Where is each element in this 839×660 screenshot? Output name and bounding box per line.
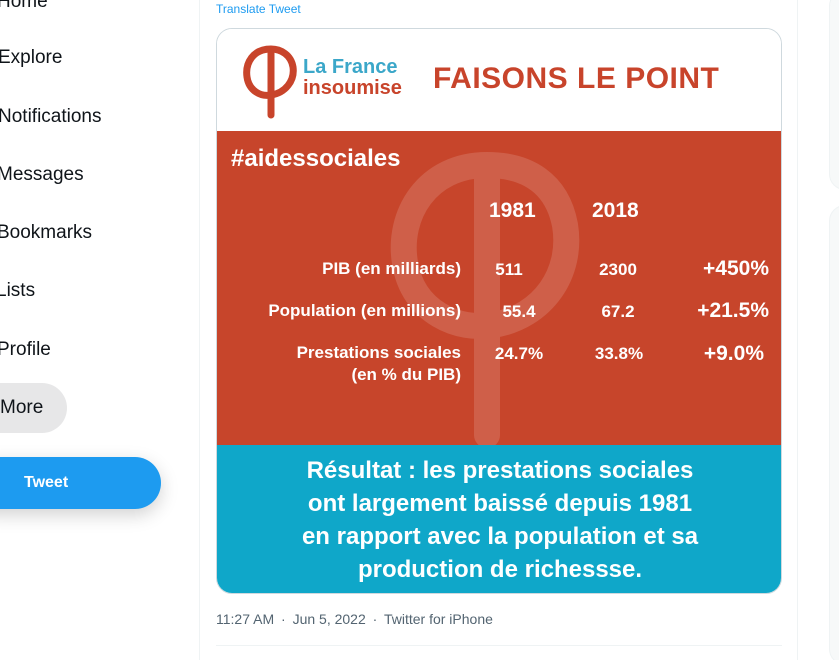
separator-dot: ·: [372, 611, 378, 627]
result-text: Résultat : les prestations sociales ont …: [230, 454, 770, 586]
value-pib-1981: 511: [495, 260, 523, 279]
year-header-2018: 2018: [592, 199, 639, 222]
sidebar-item-label: Bookmarks: [0, 222, 93, 243]
result-panel: Résultat : les prestations sociales ont …: [217, 445, 781, 593]
translate-tweet-link[interactable]: Translate Tweet: [216, 2, 301, 16]
sidebar-item-label: Notifications: [0, 106, 102, 127]
year-header-1981: 1981: [489, 199, 536, 222]
value-prestations-1981: 24.7%: [494, 344, 544, 363]
sidebar-item-label: Profile: [0, 339, 51, 360]
sidebar-nav: Home Explore Notifications Messages Book…: [0, 0, 200, 660]
sidebar-item-notifications[interactable]: Notifications: [0, 97, 102, 137]
sidebar-item-bookmarks[interactable]: Bookmarks: [0, 213, 92, 253]
right-panel-card: [829, 0, 839, 190]
tweet-time[interactable]: 11:27 AM: [216, 611, 275, 627]
change-prestations: +9.0%: [703, 342, 764, 365]
result-line: en rapport avec la population et sa: [301, 523, 699, 550]
result-line: production de richessse.: [357, 556, 643, 583]
background-phi-icon: [390, 151, 580, 445]
stats-panel: #aidessociales 1981 2018 PIB (en milliar…: [217, 131, 781, 445]
row-label-prestations-line2: (en % du PIB): [351, 365, 461, 384]
sidebar-item-label: Messages: [0, 164, 84, 185]
logo-text-la-france: La France: [303, 56, 398, 78]
row-label-population: Population (en millions): [268, 301, 461, 320]
sidebar-item-label: Lists: [0, 280, 36, 301]
change-population: +21.5%: [697, 299, 769, 322]
logo-text-insoumise: insoumise: [303, 77, 402, 99]
divider: [216, 645, 782, 646]
tweet-date[interactable]: Jun 5, 2022: [292, 611, 366, 627]
right-panel-card: [829, 205, 839, 660]
sidebar-item-explore[interactable]: Explore: [0, 38, 62, 78]
row-label-prestations-line1: Prestations sociales: [296, 343, 461, 362]
change-pib: +450%: [703, 257, 769, 280]
value-population-2018: 67.2: [601, 302, 635, 321]
row-label-prestations: Prestations sociales (en % du PIB): [297, 342, 461, 386]
value-population-1981: 55.4: [502, 302, 536, 321]
tweet-image[interactable]: La France insoumise FAISONS LE POINT #ai…: [216, 28, 782, 594]
hashtag-title: #aidessociales: [231, 145, 401, 172]
value-prestations-2018: 33.8%: [594, 344, 644, 363]
sidebar-item-home[interactable]: Home: [0, 0, 48, 22]
value-pib-2018: 2300: [599, 260, 637, 279]
tweet-button[interactable]: Tweet: [0, 457, 161, 509]
separator-dot: ·: [281, 611, 286, 627]
more-label: More: [0, 397, 44, 418]
result-line: ont largement baissé depuis 1981: [307, 490, 693, 517]
row-label-pib: PIB (en milliards): [322, 259, 461, 278]
sidebar-item-messages[interactable]: Messages: [0, 155, 84, 195]
image-headline: FAISONS LE POINT: [433, 62, 720, 95]
sidebar-item-profile[interactable]: Profile: [0, 330, 51, 370]
sidebar-item-lists[interactable]: Lists: [0, 271, 35, 311]
sidebar-item-label: Explore: [0, 47, 63, 68]
tweet-button-label: Tweet: [24, 474, 69, 491]
more-button[interactable]: More: [0, 383, 67, 433]
tweet-source[interactable]: Twitter for iPhone: [383, 611, 493, 627]
result-line: Résultat : les prestations sociales: [306, 457, 694, 484]
tweet-detail: Translate Tweet La France insoumise FAIS…: [199, 0, 798, 660]
sidebar-item-label: Home: [0, 0, 48, 12]
image-header: La France insoumise FAISONS LE POINT: [217, 29, 781, 131]
lfi-logo-icon: [243, 45, 297, 119]
tweet-metadata: 11:27 AM · Jun 5, 2022 · Twitter for iPh…: [216, 611, 493, 627]
